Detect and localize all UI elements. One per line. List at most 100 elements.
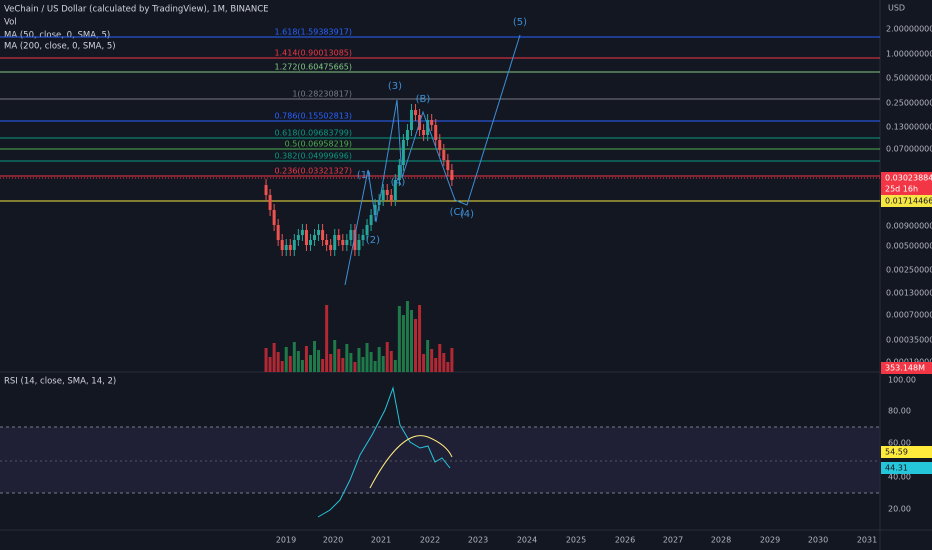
time-label: 2029 (760, 536, 780, 545)
volume-bar (377, 347, 381, 372)
volume-bar (292, 342, 296, 372)
volume-bar (345, 344, 349, 372)
level-badge: 0.01714466 (885, 197, 932, 206)
price-label: 0.00500000 (886, 242, 932, 251)
volume-bar (389, 351, 393, 372)
candle-body (409, 110, 413, 130)
volume-badge-bg (881, 362, 932, 374)
price-label: 1.00000000 (886, 50, 932, 59)
rsi-label: 60.00 (888, 439, 911, 448)
volume-bar (264, 348, 268, 372)
time-label: 2026 (615, 536, 635, 545)
candle-body (308, 240, 312, 245)
time-label: 2031 (857, 536, 877, 545)
volume-bar (308, 355, 312, 372)
volume-bar (401, 315, 405, 372)
candle-body (450, 170, 454, 180)
candle-body (300, 230, 304, 235)
candle-body (341, 240, 345, 245)
candle-body (357, 240, 361, 250)
price-label: 0.00250000 (886, 266, 932, 275)
volume-bar (317, 350, 321, 372)
volume-bar (361, 357, 365, 372)
candle-body (438, 140, 442, 150)
volume-bar (333, 340, 337, 372)
candle-body (321, 230, 325, 240)
fib-label: 1.618(1.59383917) (275, 28, 353, 37)
candle-body (292, 240, 296, 250)
volume-bar (325, 305, 329, 372)
candle-body (276, 225, 280, 240)
candle-body (422, 130, 426, 135)
candle-body (353, 230, 357, 250)
candle-body (288, 245, 292, 250)
volume-bar (321, 359, 325, 372)
volume-bar (446, 362, 450, 372)
rsi-line (317, 386, 451, 518)
wave-label: (5) (513, 17, 527, 28)
rsi-title: RSI (14, close, SMA, 14, 2) (4, 377, 116, 387)
volume-bar (280, 361, 284, 372)
volume-bar (329, 354, 333, 372)
candle-body (264, 185, 268, 195)
time-label: 2019 (276, 536, 296, 545)
volume-bar (442, 353, 446, 372)
candle-body (434, 125, 438, 140)
volume-bar (393, 360, 397, 372)
candle-body (365, 225, 369, 235)
rsi-label: 80.00 (888, 407, 911, 416)
candle-body (442, 150, 446, 160)
candle-body (389, 195, 393, 200)
candle-body (345, 240, 349, 245)
price-label: 0.00130000 (886, 289, 932, 298)
time-label: 2024 (517, 536, 537, 545)
volume-bar (284, 347, 288, 372)
volume-bar (268, 357, 272, 372)
rsi-badge: 44.31 (885, 464, 908, 473)
volume-bar (426, 340, 430, 372)
ma50-label: MA (50, close, 0, SMA, 5) (4, 31, 110, 41)
fib-label: 0.236(0.03321327) (275, 167, 353, 176)
candle-body (329, 245, 333, 250)
countdown-badge-bg (881, 183, 932, 195)
rsi-label: 20.00 (888, 505, 911, 514)
price-label: 0.00035000 (886, 336, 932, 345)
volume-bar (365, 343, 369, 372)
candle-body (369, 215, 373, 225)
wave-label: (4) (460, 209, 474, 220)
vol-label: Vol (4, 18, 17, 28)
candle-body (313, 235, 317, 240)
candle-body (284, 245, 288, 250)
wave-label: (3) (388, 81, 402, 92)
fib-label: 0.5(0.06958219) (285, 140, 352, 149)
candle-body (385, 190, 389, 195)
countdown-badge: 25d 16h (885, 185, 918, 194)
candle-body (361, 235, 365, 240)
level-badge-bg (881, 195, 932, 207)
volume-bar (438, 344, 442, 372)
time-label: 2025 (566, 536, 586, 545)
candle-body (268, 195, 272, 210)
rsi-ma (369, 435, 453, 489)
wave-label: (C) (450, 207, 465, 218)
title: VeChain / US Dollar (calculated by Tradi… (4, 5, 269, 15)
rsi-ma-badge: 54.59 (885, 448, 908, 457)
fib-label: 1.414(0.90013085) (275, 49, 353, 58)
rsi-label: 100.00 (888, 376, 916, 385)
volume-bar (373, 361, 377, 372)
volume-bar (341, 358, 345, 372)
rsi-label: 40.00 (888, 473, 911, 482)
price-badge: 0.03023884 (885, 174, 932, 183)
volume-bar (276, 352, 280, 372)
candle-body (373, 205, 377, 215)
volume-bar (409, 310, 413, 372)
fib-label: 0.618(0.09683799) (275, 129, 353, 138)
volume-bar (369, 352, 373, 372)
volume-bar (414, 319, 418, 372)
candle-body (446, 160, 450, 170)
candle-body (397, 165, 401, 180)
volume-bar (353, 362, 357, 372)
price-label: 0.50000000 (886, 74, 932, 83)
